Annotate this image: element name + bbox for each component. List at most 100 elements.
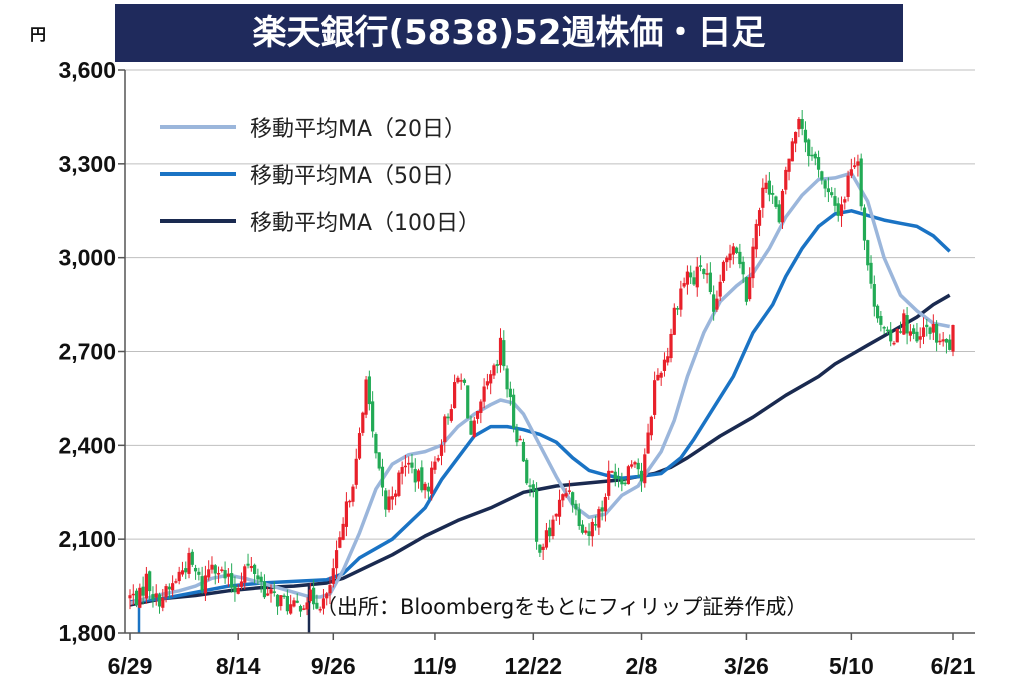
candle-body — [521, 441, 526, 462]
candle-body — [712, 294, 716, 312]
candle-body — [410, 462, 414, 468]
candle-body — [659, 372, 663, 378]
candle-body — [151, 594, 155, 600]
candle-body — [774, 196, 778, 207]
candle-body — [318, 608, 322, 611]
candle-body — [203, 575, 208, 594]
candle-body — [826, 188, 831, 193]
candle-body — [436, 458, 440, 461]
candle-body — [820, 171, 824, 180]
candle-body — [354, 458, 358, 485]
candle-body — [682, 283, 686, 287]
y-tick-label: 3,300 — [58, 151, 116, 177]
candle-body — [541, 546, 545, 550]
candle-body — [312, 587, 316, 605]
candle-body — [479, 401, 483, 413]
candle-body — [334, 550, 339, 569]
legend-label-ma100: 移動平均MA（100日） — [250, 211, 480, 236]
candle-body — [780, 190, 785, 223]
candle-body — [866, 240, 870, 266]
candle-body — [623, 482, 627, 485]
candle-body — [387, 496, 391, 510]
candle-body — [262, 581, 267, 598]
candle-body — [413, 469, 417, 483]
candle-body — [620, 479, 624, 485]
candle-body — [495, 364, 499, 366]
candle-body — [951, 324, 955, 352]
candle-body — [374, 433, 378, 454]
candle-body — [272, 591, 276, 594]
candle-body — [423, 483, 427, 491]
candle-body — [498, 337, 503, 366]
candle-body — [325, 593, 329, 599]
candle-body — [197, 571, 201, 575]
candle-body — [613, 471, 617, 480]
candle-body — [243, 566, 247, 583]
title-bar: 楽天銀行(5838)52週株価・日足 — [115, 4, 903, 62]
candle-body — [426, 486, 430, 492]
candle-body — [223, 570, 227, 579]
candle-body — [544, 530, 549, 548]
candle-body — [289, 604, 293, 614]
y-tick-label: 3,000 — [58, 245, 116, 271]
candle-body — [298, 605, 303, 612]
candle-body — [944, 338, 949, 343]
candle-body — [462, 379, 467, 383]
candle-body — [800, 118, 804, 129]
y-tick-label: 3,600 — [58, 57, 116, 83]
candle-body — [285, 595, 289, 612]
candle-body — [643, 454, 647, 484]
y-tick-label: 1,800 — [58, 620, 116, 646]
candle-body — [741, 261, 745, 275]
candle-body — [357, 433, 362, 459]
x-tick-label: 12/22 — [505, 653, 563, 679]
candle-body — [164, 586, 168, 598]
candle-body — [675, 308, 680, 310]
candle-body — [515, 429, 519, 443]
y-tick-labels: 3,600 3,300 3,000 2,700 2,400 2,100 1,800 — [58, 57, 125, 646]
candle-body — [754, 223, 758, 250]
candle-body — [246, 563, 250, 566]
candle-body — [833, 196, 837, 206]
candle-body — [489, 374, 493, 384]
candle-body — [771, 192, 775, 195]
legend-label-ma50: 移動平均MA（50日） — [250, 164, 466, 189]
candle-body — [889, 329, 893, 342]
candle-body — [180, 570, 185, 575]
candle-body — [928, 327, 932, 334]
candle-body — [938, 340, 942, 343]
candle-body — [453, 382, 457, 409]
candle-body — [898, 331, 903, 333]
candle-body — [200, 576, 204, 591]
candle-body — [184, 568, 188, 573]
candle-body — [233, 586, 237, 593]
candle-body — [816, 157, 821, 170]
y-axis-unit: 円 — [30, 25, 46, 44]
candle-body — [456, 377, 460, 383]
candle-body — [810, 154, 814, 157]
candle-body — [715, 298, 719, 310]
candle-body — [341, 523, 345, 540]
candle-body — [400, 467, 404, 474]
candle-body — [731, 246, 735, 255]
candle-body — [321, 598, 326, 609]
candle-body — [475, 411, 480, 419]
x-tick-label: 5/10 — [829, 653, 874, 679]
candle-body — [859, 158, 863, 207]
candle-body — [597, 509, 601, 528]
candle-body — [305, 602, 309, 610]
candle-body — [666, 356, 670, 363]
candle-body — [594, 524, 598, 526]
legend-label-ma20: 移動平均MA（20日） — [250, 117, 466, 142]
chart-title: 楽天銀行(5838)52週株価・日足 — [252, 13, 766, 53]
candle-body — [905, 315, 909, 334]
candle-body — [698, 265, 703, 267]
candle-body — [669, 333, 673, 359]
candle-body — [882, 327, 886, 329]
candle-body — [702, 269, 706, 275]
candle-body — [577, 509, 581, 526]
candle-body — [721, 261, 726, 281]
candle-body — [433, 461, 437, 470]
